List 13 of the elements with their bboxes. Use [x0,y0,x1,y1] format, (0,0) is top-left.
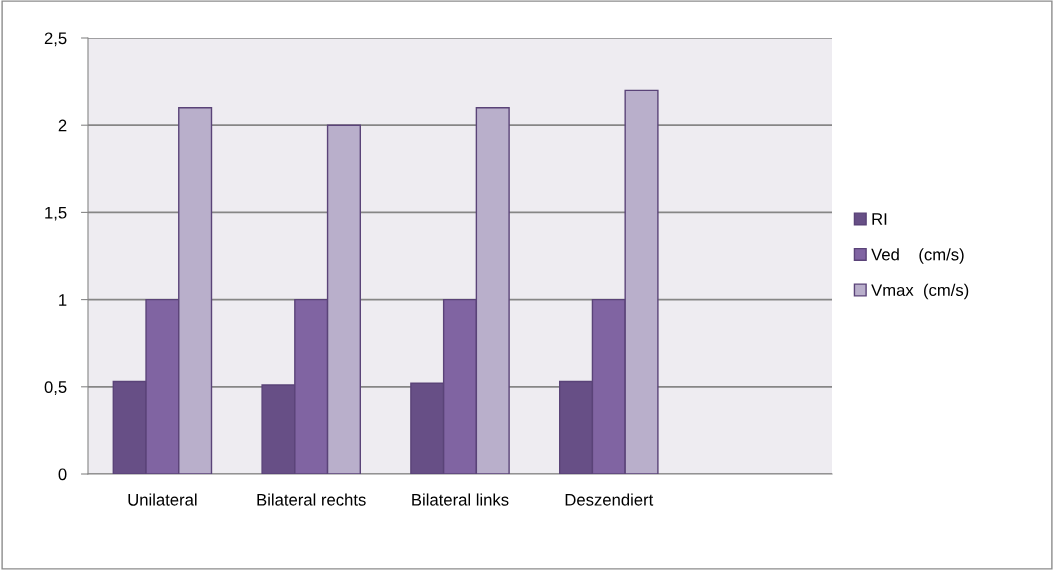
y-tick-label: 2,5 [44,32,67,47]
y-tick-label: 0,5 [44,381,67,395]
x-tick-label: Unilateral [128,493,197,506]
x-tick-label: Deszendiert [565,493,654,506]
y-tick-label: 2 [58,119,67,132]
y-tick-label: 1 [59,294,67,306]
y-tick-label: 0 [58,468,67,481]
y-tick-label: 1,5 [45,206,67,221]
legend-label: Ved (cm/s) [871,248,964,264]
x-tick-label: Bilateral rechts [257,493,366,506]
legend-label: Vmax (cm/s) [871,283,969,300]
legend-label: RI [872,213,887,225]
x-tick-label: Bilateral links [412,493,509,506]
